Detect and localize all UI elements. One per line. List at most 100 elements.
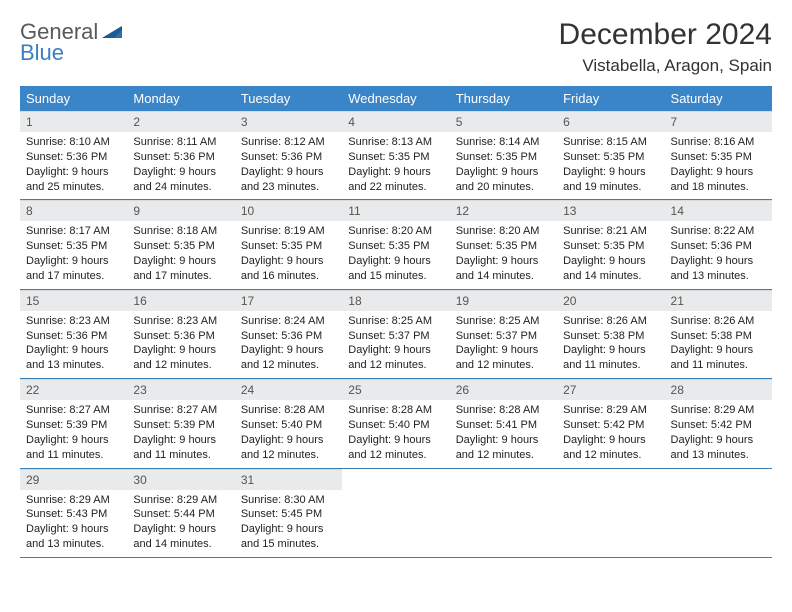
calendar-day-cell: 20Sunrise: 8:26 AMSunset: 5:38 PMDayligh… bbox=[557, 289, 664, 378]
sunrise-line: Sunrise: 8:29 AM bbox=[26, 493, 121, 508]
day-number: 26 bbox=[450, 379, 557, 400]
weekday-header: Sunday bbox=[20, 86, 127, 111]
logo: General Blue bbox=[20, 18, 122, 64]
sunset-line: Sunset: 5:37 PM bbox=[348, 329, 443, 344]
day-details: Sunrise: 8:28 AMSunset: 5:40 PMDaylight:… bbox=[342, 400, 449, 467]
daylight-line1: Daylight: 9 hours bbox=[563, 433, 658, 448]
daylight-line2: and 14 minutes. bbox=[133, 537, 228, 552]
day-details: Sunrise: 8:19 AMSunset: 5:35 PMDaylight:… bbox=[235, 221, 342, 288]
sunrise-line: Sunrise: 8:20 AM bbox=[456, 224, 551, 239]
calendar-day-cell: 14Sunrise: 8:22 AMSunset: 5:36 PMDayligh… bbox=[665, 200, 772, 289]
calendar-day-cell: 18Sunrise: 8:25 AMSunset: 5:37 PMDayligh… bbox=[342, 289, 449, 378]
day-details: Sunrise: 8:25 AMSunset: 5:37 PMDaylight:… bbox=[342, 311, 449, 378]
sunrise-line: Sunrise: 8:28 AM bbox=[348, 403, 443, 418]
daylight-line1: Daylight: 9 hours bbox=[241, 165, 336, 180]
daylight-line1: Daylight: 9 hours bbox=[133, 343, 228, 358]
sunrise-line: Sunrise: 8:13 AM bbox=[348, 135, 443, 150]
day-details: Sunrise: 8:25 AMSunset: 5:37 PMDaylight:… bbox=[450, 311, 557, 378]
daylight-line2: and 12 minutes. bbox=[241, 448, 336, 463]
daylight-line2: and 12 minutes. bbox=[133, 358, 228, 373]
sunset-line: Sunset: 5:36 PM bbox=[133, 150, 228, 165]
sunrise-line: Sunrise: 8:29 AM bbox=[563, 403, 658, 418]
page-title: December 2024 bbox=[559, 18, 772, 52]
calendar-week-row: 22Sunrise: 8:27 AMSunset: 5:39 PMDayligh… bbox=[20, 379, 772, 468]
sunrise-line: Sunrise: 8:27 AM bbox=[133, 403, 228, 418]
daylight-line2: and 13 minutes. bbox=[671, 448, 766, 463]
daylight-line1: Daylight: 9 hours bbox=[563, 165, 658, 180]
sunset-line: Sunset: 5:40 PM bbox=[348, 418, 443, 433]
day-details: Sunrise: 8:23 AMSunset: 5:36 PMDaylight:… bbox=[20, 311, 127, 378]
daylight-line1: Daylight: 9 hours bbox=[456, 343, 551, 358]
calendar-day-cell: ..... bbox=[665, 468, 772, 557]
day-details: Sunrise: 8:26 AMSunset: 5:38 PMDaylight:… bbox=[665, 311, 772, 378]
day-details: Sunrise: 8:28 AMSunset: 5:40 PMDaylight:… bbox=[235, 400, 342, 467]
daylight-line1: Daylight: 9 hours bbox=[456, 433, 551, 448]
day-number: 31 bbox=[235, 469, 342, 490]
daylight-line1: Daylight: 9 hours bbox=[241, 522, 336, 537]
daylight-line2: and 24 minutes. bbox=[133, 180, 228, 195]
daylight-line1: Daylight: 9 hours bbox=[671, 165, 766, 180]
calendar-day-cell: 2Sunrise: 8:11 AMSunset: 5:36 PMDaylight… bbox=[127, 111, 234, 200]
calendar-day-cell: 6Sunrise: 8:15 AMSunset: 5:35 PMDaylight… bbox=[557, 111, 664, 200]
sunrise-line: Sunrise: 8:25 AM bbox=[456, 314, 551, 329]
sunrise-line: Sunrise: 8:10 AM bbox=[26, 135, 121, 150]
calendar-day-cell: 19Sunrise: 8:25 AMSunset: 5:37 PMDayligh… bbox=[450, 289, 557, 378]
sunset-line: Sunset: 5:35 PM bbox=[26, 239, 121, 254]
day-details: Sunrise: 8:10 AMSunset: 5:36 PMDaylight:… bbox=[20, 132, 127, 199]
daylight-line1: Daylight: 9 hours bbox=[456, 254, 551, 269]
calendar-day-cell: 7Sunrise: 8:16 AMSunset: 5:35 PMDaylight… bbox=[665, 111, 772, 200]
daylight-line2: and 12 minutes. bbox=[241, 358, 336, 373]
weekday-header: Thursday bbox=[450, 86, 557, 111]
daylight-line2: and 13 minutes. bbox=[26, 358, 121, 373]
daylight-line1: Daylight: 9 hours bbox=[26, 522, 121, 537]
day-details: Sunrise: 8:14 AMSunset: 5:35 PMDaylight:… bbox=[450, 132, 557, 199]
sunset-line: Sunset: 5:35 PM bbox=[348, 239, 443, 254]
sunset-line: Sunset: 5:39 PM bbox=[26, 418, 121, 433]
sunset-line: Sunset: 5:40 PM bbox=[241, 418, 336, 433]
day-number: 9 bbox=[127, 200, 234, 221]
logo-line2: Blue bbox=[20, 43, 98, 64]
sunset-line: Sunset: 5:36 PM bbox=[241, 150, 336, 165]
daylight-line2: and 19 minutes. bbox=[563, 180, 658, 195]
sunset-line: Sunset: 5:36 PM bbox=[26, 150, 121, 165]
calendar-day-cell: 1Sunrise: 8:10 AMSunset: 5:36 PMDaylight… bbox=[20, 111, 127, 200]
day-number: 28 bbox=[665, 379, 772, 400]
daylight-line2: and 25 minutes. bbox=[26, 180, 121, 195]
day-number: 11 bbox=[342, 200, 449, 221]
day-details: Sunrise: 8:23 AMSunset: 5:36 PMDaylight:… bbox=[127, 311, 234, 378]
calendar-day-cell: 11Sunrise: 8:20 AMSunset: 5:35 PMDayligh… bbox=[342, 200, 449, 289]
calendar-day-cell: 28Sunrise: 8:29 AMSunset: 5:42 PMDayligh… bbox=[665, 379, 772, 468]
sunset-line: Sunset: 5:35 PM bbox=[241, 239, 336, 254]
daylight-line1: Daylight: 9 hours bbox=[26, 433, 121, 448]
daylight-line2: and 12 minutes. bbox=[563, 448, 658, 463]
sunset-line: Sunset: 5:37 PM bbox=[456, 329, 551, 344]
calendar-week-row: 8Sunrise: 8:17 AMSunset: 5:35 PMDaylight… bbox=[20, 200, 772, 289]
day-details: Sunrise: 8:16 AMSunset: 5:35 PMDaylight:… bbox=[665, 132, 772, 199]
sunrise-line: Sunrise: 8:26 AM bbox=[563, 314, 658, 329]
day-details: Sunrise: 8:29 AMSunset: 5:43 PMDaylight:… bbox=[20, 490, 127, 557]
sunset-line: Sunset: 5:35 PM bbox=[671, 150, 766, 165]
calendar-week-row: 29Sunrise: 8:29 AMSunset: 5:43 PMDayligh… bbox=[20, 468, 772, 557]
daylight-line2: and 20 minutes. bbox=[456, 180, 551, 195]
sunrise-line: Sunrise: 8:29 AM bbox=[133, 493, 228, 508]
calendar-day-cell: 21Sunrise: 8:26 AMSunset: 5:38 PMDayligh… bbox=[665, 289, 772, 378]
sunrise-line: Sunrise: 8:26 AM bbox=[671, 314, 766, 329]
weekday-header: Friday bbox=[557, 86, 664, 111]
logo-triangle-icon bbox=[102, 24, 122, 44]
sunset-line: Sunset: 5:41 PM bbox=[456, 418, 551, 433]
day-number: 24 bbox=[235, 379, 342, 400]
sunset-line: Sunset: 5:36 PM bbox=[671, 239, 766, 254]
daylight-line2: and 12 minutes. bbox=[348, 358, 443, 373]
calendar-day-cell: 5Sunrise: 8:14 AMSunset: 5:35 PMDaylight… bbox=[450, 111, 557, 200]
day-number: 16 bbox=[127, 290, 234, 311]
sunrise-line: Sunrise: 8:21 AM bbox=[563, 224, 658, 239]
sunset-line: Sunset: 5:36 PM bbox=[26, 329, 121, 344]
day-details: Sunrise: 8:27 AMSunset: 5:39 PMDaylight:… bbox=[127, 400, 234, 467]
daylight-line2: and 14 minutes. bbox=[456, 269, 551, 284]
calendar-header-row: SundayMondayTuesdayWednesdayThursdayFrid… bbox=[20, 86, 772, 111]
daylight-line2: and 11 minutes. bbox=[671, 358, 766, 373]
day-details: Sunrise: 8:13 AMSunset: 5:35 PMDaylight:… bbox=[342, 132, 449, 199]
daylight-line1: Daylight: 9 hours bbox=[563, 343, 658, 358]
daylight-line1: Daylight: 9 hours bbox=[671, 433, 766, 448]
day-details: Sunrise: 8:26 AMSunset: 5:38 PMDaylight:… bbox=[557, 311, 664, 378]
